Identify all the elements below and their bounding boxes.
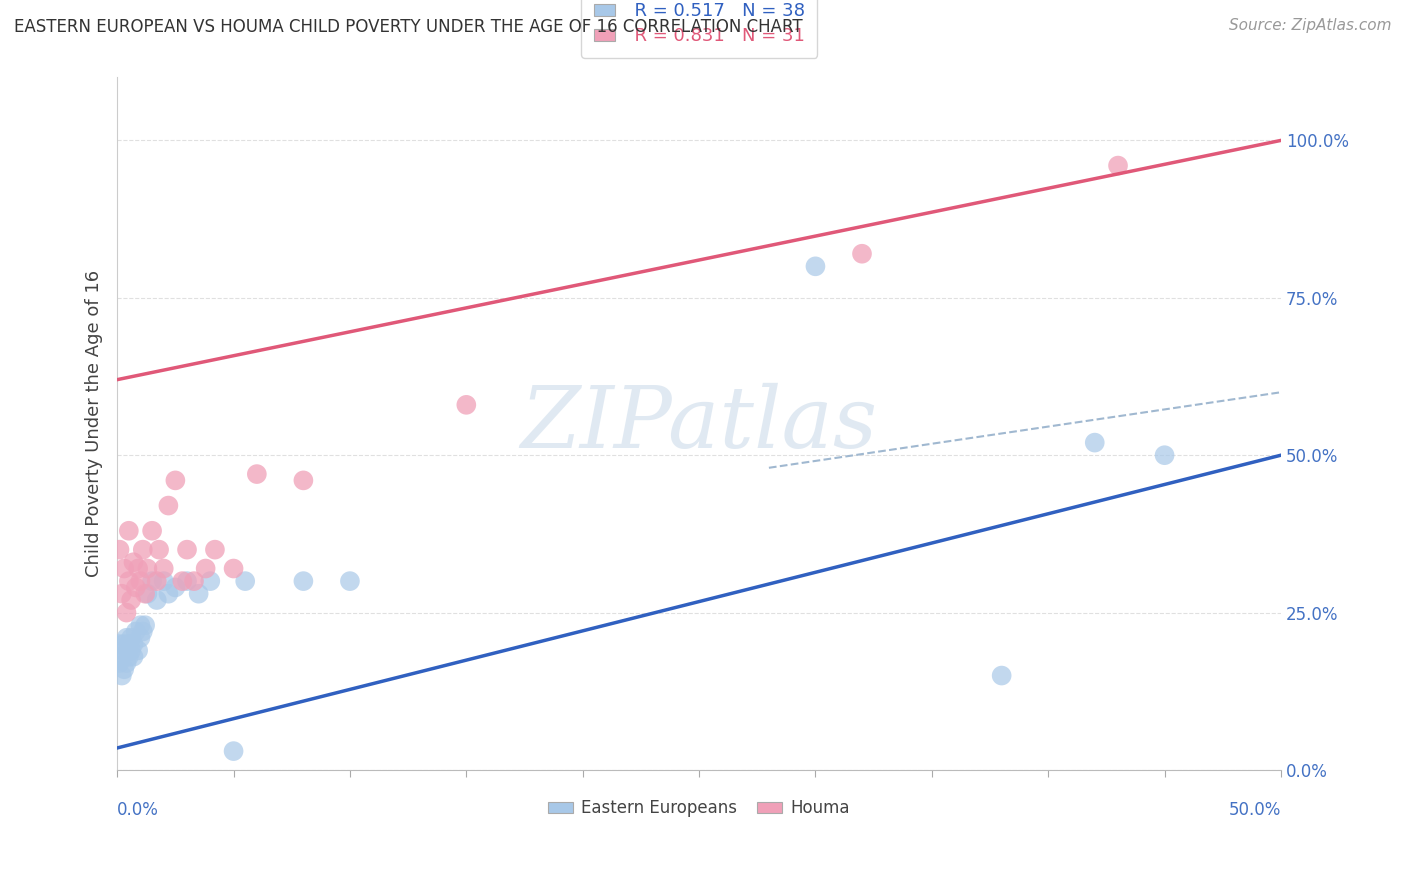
Point [118,637,141,651]
Point [152,561,174,575]
Point [292,474,315,488]
Point [157,499,180,513]
Point [115,656,138,670]
Text: ZIPatlas: ZIPatlas [520,383,877,465]
Point [127,561,149,575]
Point [339,574,361,588]
Point [132,624,155,639]
Point [129,618,152,632]
Point [187,587,209,601]
Point [804,260,827,274]
Point [112,561,135,575]
Point [152,574,174,588]
Point [145,574,167,588]
Text: EASTERN EUROPEAN VS HOUMA CHILD POVERTY UNDER THE AGE OF 16 CORRELATION CHART: EASTERN EUROPEAN VS HOUMA CHILD POVERTY … [14,18,803,36]
Point [129,574,152,588]
Point [118,649,141,664]
Point [456,398,478,412]
Point [990,668,1012,682]
Point [246,467,269,481]
Text: 0.0%: 0.0% [117,801,159,819]
Point [165,474,187,488]
Point [200,574,222,588]
Point [115,631,138,645]
Point [141,524,163,538]
Y-axis label: Child Poverty Under the Age of 16: Child Poverty Under the Age of 16 [86,270,103,577]
Point [136,561,159,575]
Point [125,581,148,595]
Point [122,555,145,569]
Point [112,662,135,676]
Text: Source: ZipAtlas.com: Source: ZipAtlas.com [1229,18,1392,33]
Point [233,574,256,588]
Point [1084,435,1107,450]
Point [176,542,198,557]
Point [134,587,156,601]
Point [118,574,141,588]
Point [111,587,134,601]
Point [172,574,194,588]
Point [125,624,148,639]
Point [194,561,217,575]
Point [165,581,187,595]
Point [112,637,135,651]
Point [1107,159,1129,173]
Legend: Eastern Europeans, Houma: Eastern Europeans, Houma [541,793,856,824]
Point [292,574,315,588]
Point [176,574,198,588]
Point [157,587,180,601]
Point [108,656,131,670]
Point [127,643,149,657]
Point [136,587,159,601]
Text: 50.0%: 50.0% [1229,801,1281,819]
Point [132,542,155,557]
Point [183,574,205,588]
Point [204,542,226,557]
Point [111,649,134,664]
Point [120,593,142,607]
Point [111,668,134,682]
Point [112,643,135,657]
Point [120,631,142,645]
Point [118,524,141,538]
Point [108,637,131,651]
Point [148,542,170,557]
Point [120,643,142,657]
Point [108,542,131,557]
Point [851,246,873,260]
Point [115,606,138,620]
Point [222,744,245,758]
Point [141,574,163,588]
Point [129,631,152,645]
Point [1153,448,1175,462]
Point [134,618,156,632]
Point [122,649,145,664]
Point [145,593,167,607]
Point [222,561,245,575]
Point [122,637,145,651]
